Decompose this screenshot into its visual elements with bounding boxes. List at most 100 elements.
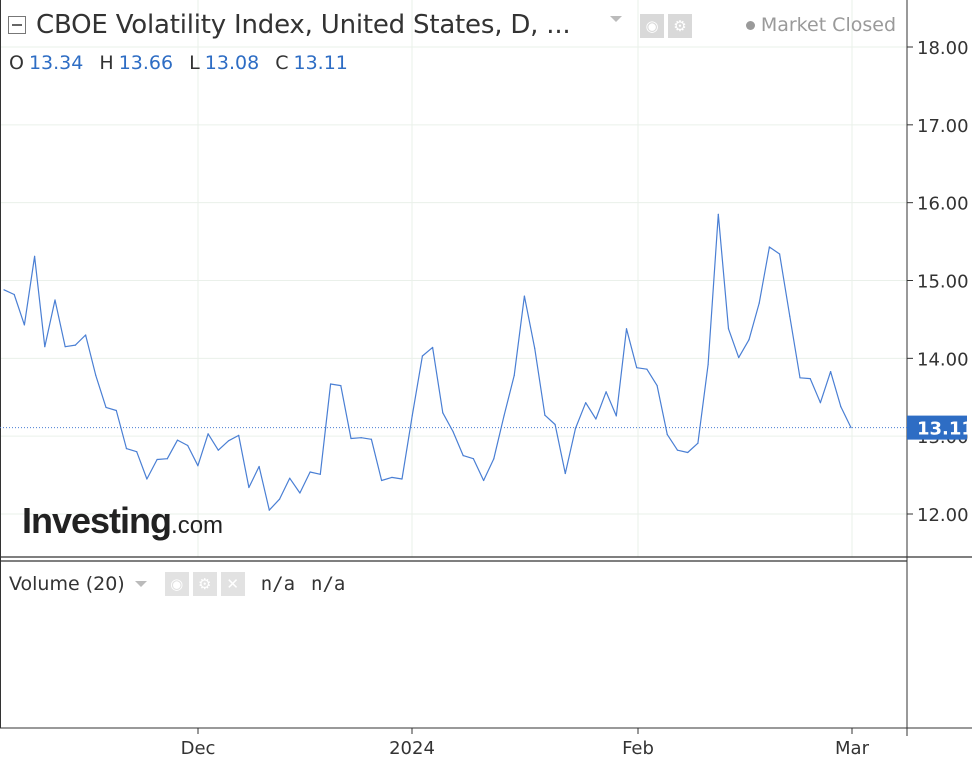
- data-point: [146, 478, 148, 480]
- low-label: L: [189, 52, 200, 74]
- data-point: [187, 444, 189, 447]
- logo-main: Investing: [22, 500, 172, 541]
- investing-logo: Investing.com: [22, 500, 223, 542]
- data-point: [197, 465, 199, 467]
- data-point: [207, 433, 209, 435]
- y-tick-label: 14.00: [917, 349, 969, 370]
- low-value: 13.08: [204, 52, 260, 74]
- volume-value-1: n/a: [260, 573, 296, 595]
- data-point: [95, 374, 97, 377]
- data-point: [523, 295, 526, 297]
- data-point: [350, 437, 352, 440]
- data-point: [493, 458, 495, 460]
- gear-icon[interactable]: ⚙: [668, 14, 692, 38]
- data-point: [442, 412, 444, 414]
- data-point: [554, 423, 556, 426]
- data-point: [829, 370, 832, 373]
- data-point: [534, 347, 536, 349]
- data-point: [44, 346, 46, 348]
- data-point: [687, 451, 689, 454]
- data-point: [697, 442, 699, 444]
- chart-title: CBOE Volatility Index, United States, D,…: [36, 10, 571, 40]
- open-value: 13.34: [28, 52, 84, 74]
- data-point: [503, 415, 505, 417]
- data-point: [411, 415, 413, 417]
- data-point: [452, 430, 454, 433]
- high-value: 13.66: [118, 52, 174, 74]
- data-point: [625, 328, 628, 330]
- market-status-text: Market Closed: [760, 14, 896, 36]
- data-point: [840, 405, 842, 408]
- data-point: [636, 367, 638, 369]
- data-point: [248, 486, 250, 489]
- data-point: [585, 402, 587, 404]
- data-point: [278, 498, 281, 500]
- data-point: [799, 377, 801, 379]
- data-point: [646, 368, 648, 370]
- data-point: [380, 479, 383, 482]
- gear-icon[interactable]: ⚙: [192, 572, 217, 596]
- data-point: [176, 439, 179, 441]
- volume-label[interactable]: Volume (20): [9, 573, 125, 595]
- data-point: [574, 427, 577, 429]
- y-tick-label: 17.00: [917, 116, 969, 137]
- data-point: [727, 328, 730, 330]
- close-icon[interactable]: ✕: [220, 572, 245, 596]
- y-tick-label: 16.00: [917, 194, 969, 215]
- data-point: [421, 355, 423, 357]
- data-point: [789, 315, 791, 317]
- data-point: [3, 289, 5, 291]
- open-label: O: [9, 52, 24, 74]
- grid-lines: [0, 0, 907, 557]
- high-label: H: [99, 52, 114, 74]
- data-point: [707, 363, 709, 366]
- data-point: [360, 437, 362, 439]
- close-label: C: [275, 52, 289, 74]
- chart-frame: [0, 0, 972, 736]
- y-tick-label: 12.00: [917, 505, 969, 526]
- data-point: [768, 246, 770, 248]
- data-point: [717, 213, 719, 215]
- data-point: [125, 448, 128, 450]
- data-point: [666, 434, 668, 436]
- last-price-marker: 13.11: [0, 415, 972, 440]
- data-point: [34, 255, 36, 257]
- data-point: [483, 479, 485, 482]
- data-point: [595, 418, 597, 420]
- ohlc-readout: O 13.34 H 13.66 L 13.08 C 13.11: [9, 52, 358, 74]
- chart-header: CBOE Volatility Index, United States, D,…: [8, 10, 571, 40]
- x-tick-label: Dec: [181, 738, 216, 759]
- data-point: [676, 449, 679, 451]
- chevron-down-icon[interactable]: [134, 581, 147, 587]
- data-point: [758, 302, 760, 304]
- data-point: [819, 402, 821, 404]
- last-price-label: 13.11: [917, 419, 972, 440]
- data-point: [136, 451, 138, 453]
- y-tick-label: 18.00: [917, 38, 969, 59]
- data-point: [238, 434, 240, 436]
- y-tick-label: 15.00: [917, 272, 969, 293]
- eye-icon[interactable]: ◉: [164, 572, 189, 596]
- market-status: Market Closed: [745, 14, 896, 36]
- minus-box-icon[interactable]: [8, 16, 26, 34]
- data-point: [227, 440, 230, 442]
- data-point: [605, 391, 607, 393]
- data-point: [299, 492, 301, 494]
- eye-icon[interactable]: ◉: [640, 14, 664, 38]
- chevron-down-icon[interactable]: [610, 16, 622, 22]
- data-point: [329, 383, 332, 385]
- data-point: [432, 346, 434, 349]
- close-value: 13.11: [293, 52, 348, 74]
- data-point: [13, 293, 15, 296]
- data-point: [778, 253, 781, 255]
- data-point: [401, 478, 403, 480]
- data-point: [74, 344, 77, 346]
- data-point: [105, 406, 107, 408]
- data-point: [258, 465, 260, 468]
- data-point: [64, 346, 66, 348]
- series-line: [3, 213, 852, 511]
- data-point: [564, 472, 566, 475]
- data-point: [748, 339, 750, 341]
